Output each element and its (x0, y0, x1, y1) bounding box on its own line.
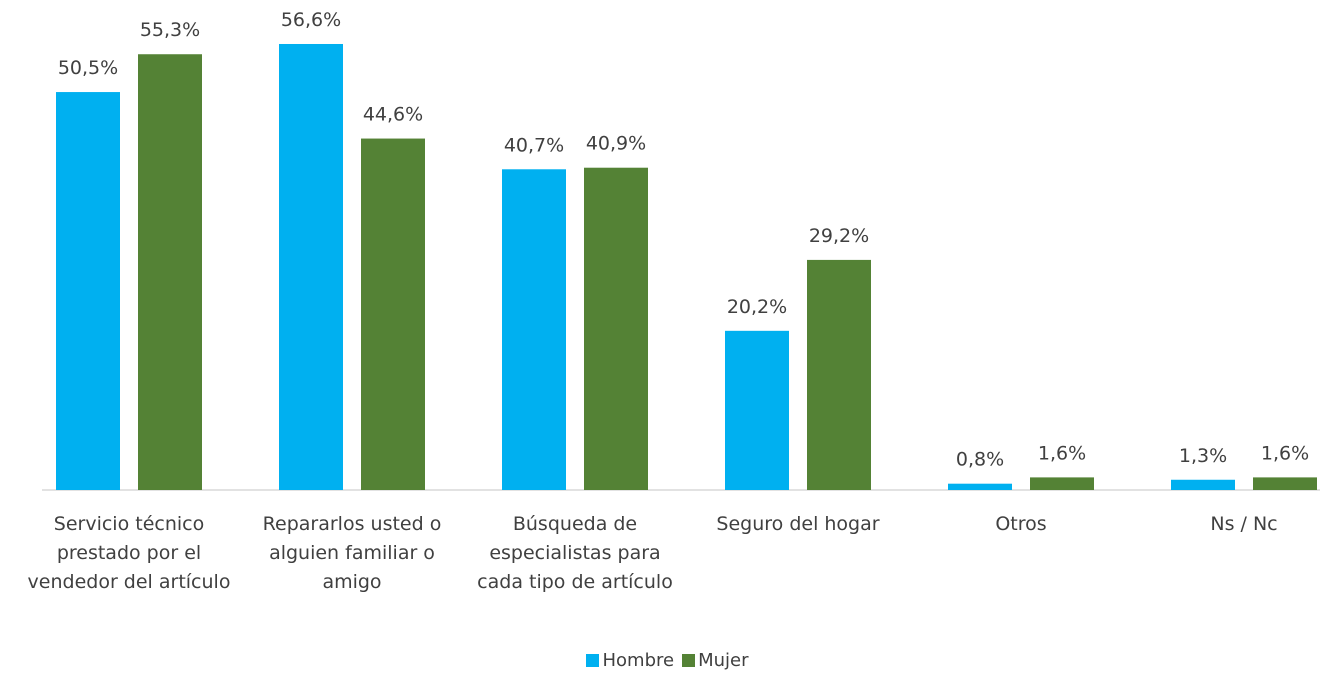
x-tick-label: Otros (995, 513, 1047, 535)
x-tick-label: Ns / Nc (1210, 513, 1278, 535)
x-tick-label: Búsqueda de especialistas para cada tipo… (477, 513, 673, 593)
bar (584, 167, 648, 490)
legend-swatch (682, 654, 696, 667)
legend-swatch (586, 654, 600, 667)
data-label: 1,6% (1261, 442, 1309, 464)
bar (56, 92, 120, 490)
bar (725, 330, 789, 490)
data-label: 1,3% (1179, 445, 1227, 467)
x-tick-label: Repararlos usted o alguien familiar o am… (262, 513, 442, 593)
data-label: 29,2% (809, 225, 869, 247)
x-tick-label: Seguro del hogar (716, 513, 880, 535)
data-label: 55,3% (140, 19, 200, 41)
bar (948, 483, 1012, 490)
bar (807, 259, 871, 490)
bar (138, 54, 202, 491)
legend-item: Hombre (586, 650, 674, 671)
data-label: 40,9% (586, 133, 646, 155)
legend-label: Mujer (698, 650, 749, 671)
legend-label: Hombre (602, 650, 675, 671)
bar (1253, 477, 1317, 490)
legend-item: Mujer (682, 650, 749, 671)
bar (502, 169, 566, 490)
x-tick-label: Servicio técnico prestado por el vendedo… (27, 513, 231, 593)
data-label: 1,6% (1038, 442, 1086, 464)
bar (1030, 477, 1094, 490)
data-label: 56,6% (281, 9, 341, 31)
bar (1171, 479, 1235, 490)
data-label: 40,7% (504, 134, 564, 156)
data-label: 0,8% (956, 449, 1004, 471)
data-label: 50,5% (58, 57, 118, 79)
data-label: 20,2% (727, 296, 787, 318)
bar (361, 138, 425, 490)
bar (279, 43, 343, 490)
legend: Hombre Mujer (0, 650, 1335, 672)
data-label: 44,6% (363, 104, 423, 126)
